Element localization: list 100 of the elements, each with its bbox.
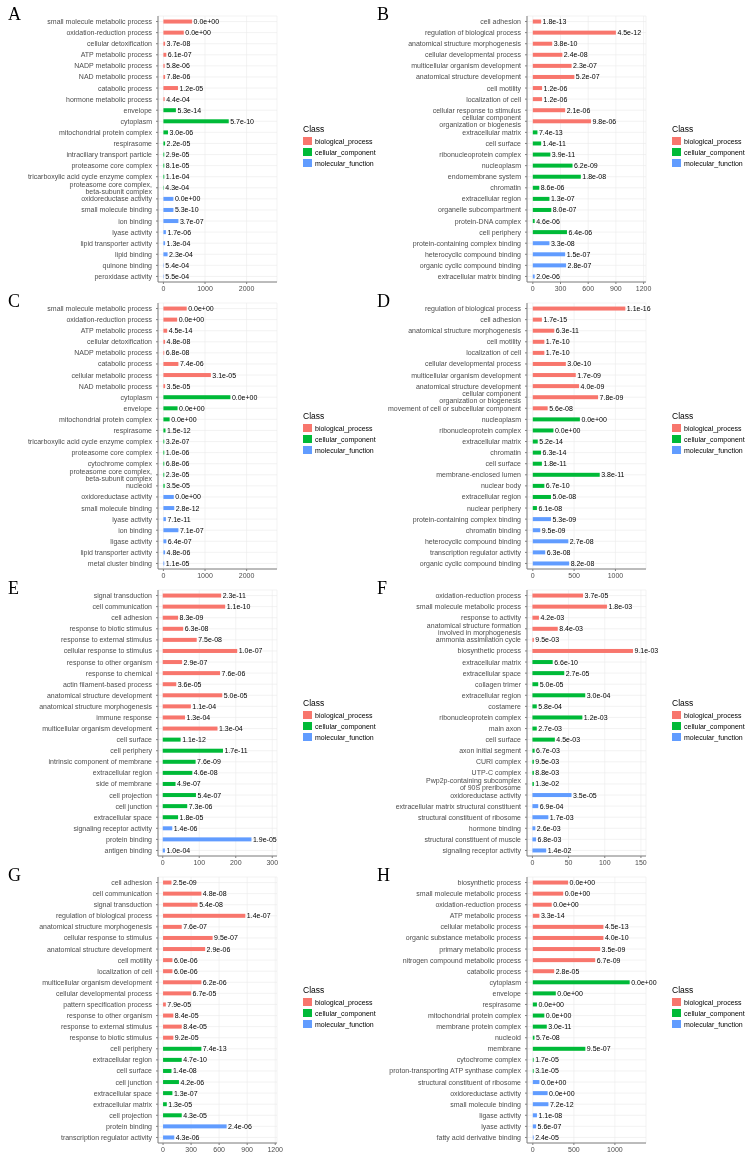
bar <box>532 483 545 488</box>
bar <box>532 980 630 985</box>
bar <box>532 252 566 257</box>
bar <box>532 517 551 522</box>
bar <box>532 63 572 68</box>
bar <box>532 461 542 466</box>
bar <box>162 660 183 665</box>
bar <box>162 759 196 764</box>
bar <box>163 1091 173 1096</box>
bar <box>163 958 173 963</box>
text: E <box>8 578 19 599</box>
bar <box>532 97 543 102</box>
bar <box>532 935 604 940</box>
bar <box>162 604 226 609</box>
chart-title: A <box>8 4 21 25</box>
bar <box>532 152 551 157</box>
legend-title: Class <box>672 697 695 708</box>
bar <box>163 913 246 918</box>
bar <box>162 593 222 598</box>
bar <box>163 947 206 952</box>
bar <box>532 86 543 91</box>
bar <box>163 19 193 24</box>
bar <box>163 517 166 522</box>
bar <box>532 1002 537 1007</box>
bar <box>532 902 552 907</box>
bar <box>532 1013 545 1018</box>
bar <box>532 1024 547 1029</box>
bar <box>163 935 213 940</box>
chart-title: G <box>8 865 21 886</box>
bar <box>532 1102 549 1107</box>
bar <box>163 406 178 411</box>
bar <box>532 395 599 400</box>
bar <box>532 384 580 389</box>
bar <box>532 604 607 609</box>
bar <box>163 924 182 929</box>
bar <box>532 428 554 433</box>
bar <box>532 693 586 698</box>
bar <box>532 913 540 918</box>
bar <box>163 1080 179 1085</box>
bar <box>163 207 174 212</box>
bar <box>532 528 541 533</box>
bar <box>532 472 600 477</box>
bar <box>532 561 570 566</box>
bar <box>163 130 168 135</box>
bar <box>532 185 540 190</box>
bar <box>162 737 181 742</box>
bar <box>162 648 238 653</box>
bar <box>162 726 218 731</box>
bar <box>532 815 549 820</box>
legend-title: Class <box>672 984 695 995</box>
chart-title: D <box>377 291 390 312</box>
bar <box>532 494 551 499</box>
bar <box>532 119 591 124</box>
bar <box>532 52 563 57</box>
legend-title: Class <box>303 123 326 134</box>
bar <box>163 980 202 985</box>
bar <box>163 219 179 224</box>
bar <box>532 207 552 212</box>
bar <box>532 804 539 809</box>
bar <box>532 682 539 687</box>
bar <box>162 748 223 753</box>
bar <box>163 1035 174 1040</box>
bar <box>532 880 569 885</box>
bar <box>163 902 198 907</box>
bar <box>532 891 564 896</box>
bar <box>532 848 547 853</box>
bar <box>162 693 223 698</box>
bar <box>532 550 546 555</box>
bar <box>162 637 197 642</box>
bar <box>163 306 187 311</box>
bar <box>532 306 626 311</box>
bar <box>532 230 567 235</box>
bar <box>532 969 555 974</box>
bar <box>532 1113 537 1118</box>
bar <box>532 141 542 146</box>
bar <box>532 317 542 322</box>
bar <box>532 361 566 366</box>
bar <box>532 241 550 246</box>
bar <box>162 781 176 786</box>
bar <box>163 373 211 378</box>
bar <box>532 1046 586 1051</box>
bar <box>532 30 616 35</box>
bar <box>163 506 175 511</box>
bar <box>163 1013 174 1018</box>
bar <box>163 539 167 544</box>
bar <box>532 450 542 455</box>
bar <box>163 230 166 235</box>
bar <box>162 704 191 709</box>
legend-title: Class <box>672 410 695 421</box>
bar <box>163 880 172 885</box>
bar <box>163 1057 182 1062</box>
bar <box>163 1046 202 1051</box>
bar <box>532 163 573 168</box>
chart-title: B <box>377 4 390 25</box>
bar <box>532 417 580 422</box>
bar <box>532 1080 540 1085</box>
bar <box>163 1113 182 1118</box>
bar <box>532 196 550 201</box>
bar <box>532 837 537 842</box>
bar <box>532 593 584 598</box>
